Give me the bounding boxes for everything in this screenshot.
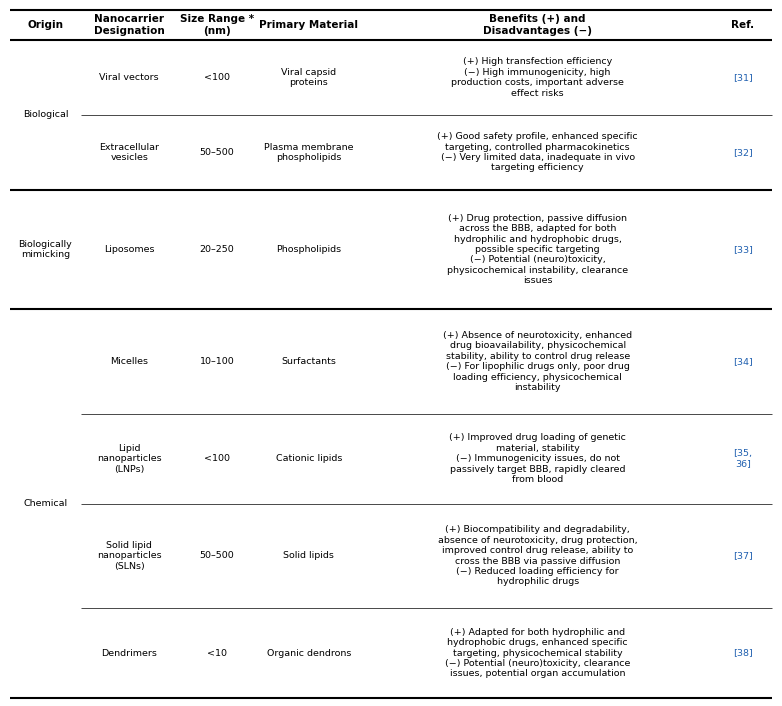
Text: Chemical: Chemical	[23, 499, 67, 508]
Text: 10–100: 10–100	[199, 357, 235, 366]
Text: 20–250: 20–250	[199, 245, 235, 254]
Text: Dendrimers: Dendrimers	[102, 649, 157, 657]
Text: Nanocarrier
Designation: Nanocarrier Designation	[94, 14, 165, 36]
Text: [37]: [37]	[734, 551, 753, 561]
Text: Surfactants: Surfactants	[282, 357, 336, 366]
Text: (+) Improved drug loading of genetic
material, stability
(−) Immunogenicity issu: (+) Improved drug loading of genetic mat…	[449, 433, 626, 484]
Text: Primary Material: Primary Material	[259, 20, 358, 30]
Text: Phospholipids: Phospholipids	[276, 245, 341, 254]
Text: Biologically
mimicking: Biologically mimicking	[19, 240, 72, 259]
Text: Plasma membrane
phospholipids: Plasma membrane phospholipids	[264, 143, 353, 162]
Text: <10: <10	[207, 649, 227, 657]
Text: Micelles: Micelles	[110, 357, 149, 366]
Text: (+) Biocompatibility and degradability,
absence of neurotoxicity, drug protectio: (+) Biocompatibility and degradability, …	[438, 525, 637, 587]
Text: Extracellular
vesicles: Extracellular vesicles	[99, 143, 160, 162]
Text: (+) Good safety profile, enhanced specific
targeting, controlled pharmacokinetic: (+) Good safety profile, enhanced specif…	[437, 132, 638, 172]
Text: Cationic lipids: Cationic lipids	[275, 454, 342, 463]
Text: Viral capsid
proteins: Viral capsid proteins	[282, 68, 336, 87]
Text: [38]: [38]	[734, 649, 753, 657]
Text: <100: <100	[204, 454, 230, 463]
Text: Liposomes: Liposomes	[104, 245, 155, 254]
Text: Solid lipids: Solid lipids	[283, 551, 334, 561]
Text: (+) Adapted for both hydrophilic and
hydrophobic drugs, enhanced specific
target: (+) Adapted for both hydrophilic and hyd…	[445, 628, 630, 678]
Text: <100: <100	[204, 73, 230, 82]
Text: 50–500: 50–500	[199, 148, 235, 157]
Text: [32]: [32]	[734, 148, 753, 157]
Text: Viral vectors: Viral vectors	[99, 73, 159, 82]
Text: Benefits (+) and
Disadvantages (−): Benefits (+) and Disadvantages (−)	[483, 14, 592, 36]
Text: Origin: Origin	[27, 20, 63, 30]
Text: Organic dendrons: Organic dendrons	[267, 649, 351, 657]
Text: Size Range *
(nm): Size Range * (nm)	[180, 14, 254, 36]
Text: [31]: [31]	[734, 73, 753, 82]
Text: (+) Drug protection, passive diffusion
across the BBB, adapted for both
hydrophi: (+) Drug protection, passive diffusion a…	[447, 214, 628, 285]
Text: [33]: [33]	[733, 245, 753, 254]
Text: (+) Absence of neurotoxicity, enhanced
drug bioavailability, physicochemical
sta: (+) Absence of neurotoxicity, enhanced d…	[443, 331, 633, 392]
Text: [34]: [34]	[734, 357, 753, 366]
Text: Ref.: Ref.	[731, 20, 755, 30]
Text: Biological: Biological	[23, 110, 68, 119]
Text: Solid lipid
nanoparticles
(SLNs): Solid lipid nanoparticles (SLNs)	[97, 541, 162, 571]
Text: 50–500: 50–500	[199, 551, 235, 561]
Text: Lipid
nanoparticles
(LNPs): Lipid nanoparticles (LNPs)	[97, 444, 162, 474]
Text: [35,
36]: [35, 36]	[734, 449, 752, 469]
Text: (+) High transfection efficiency
(−) High immunogenicity, high
production costs,: (+) High transfection efficiency (−) Hig…	[451, 57, 624, 97]
